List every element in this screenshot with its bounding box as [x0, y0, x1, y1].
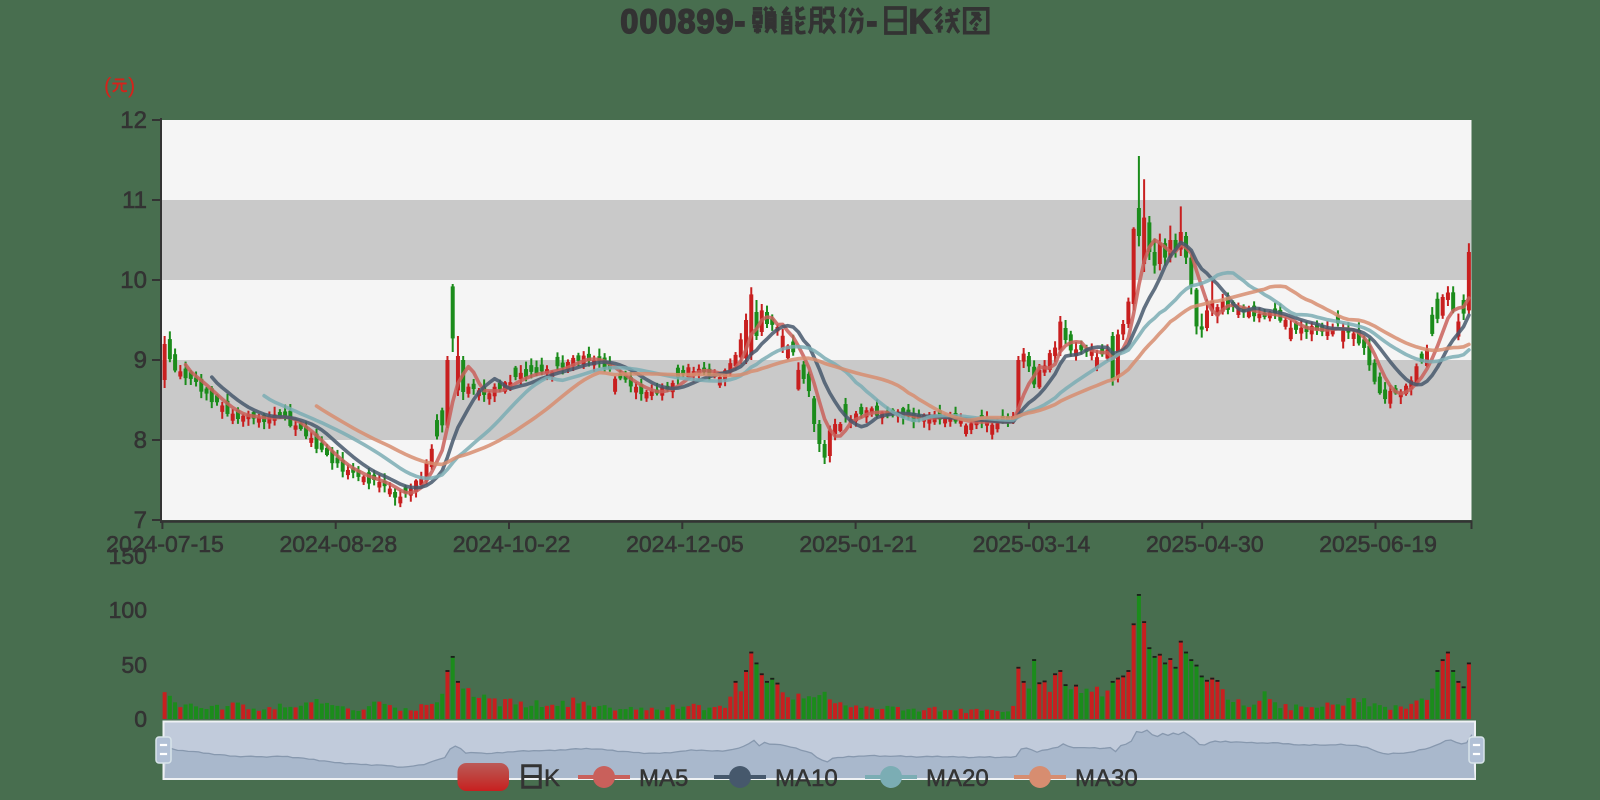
- svg-text:11: 11: [122, 187, 147, 214]
- svg-text:-: -: [867, 3, 878, 41]
- svg-text:K: K: [909, 3, 932, 41]
- svg-text:7: 7: [134, 507, 147, 534]
- svg-text:MA5: MA5: [639, 765, 688, 792]
- svg-text:0: 0: [134, 706, 147, 732]
- svg-text:100: 100: [109, 597, 147, 623]
- svg-text:): ): [128, 73, 135, 98]
- svg-text:000899-: 000899-: [620, 3, 746, 41]
- svg-text:8: 8: [134, 427, 147, 454]
- svg-text:12: 12: [120, 107, 147, 134]
- svg-text:2024-07-15: 2024-07-15: [106, 531, 224, 557]
- svg-text:9: 9: [134, 347, 147, 374]
- svg-text:10: 10: [120, 267, 147, 294]
- svg-text:K: K: [544, 765, 560, 792]
- svg-text:2024-08-28: 2024-08-28: [279, 531, 397, 557]
- svg-text:MA30: MA30: [1075, 765, 1138, 792]
- svg-text:2024-10-22: 2024-10-22: [453, 531, 571, 557]
- svg-text:2025-03-14: 2025-03-14: [973, 531, 1091, 557]
- svg-text:MA20: MA20: [926, 765, 989, 792]
- svg-text:MA10: MA10: [775, 765, 838, 792]
- svg-text:2025-06-19: 2025-06-19: [1319, 531, 1437, 557]
- svg-text:2024-12-05: 2024-12-05: [626, 531, 744, 557]
- svg-text:2025-01-21: 2025-01-21: [799, 531, 917, 557]
- svg-text:50: 50: [121, 652, 147, 678]
- svg-text:150: 150: [109, 543, 147, 569]
- svg-text:(: (: [104, 73, 112, 98]
- svg-text:2025-04-30: 2025-04-30: [1146, 531, 1264, 557]
